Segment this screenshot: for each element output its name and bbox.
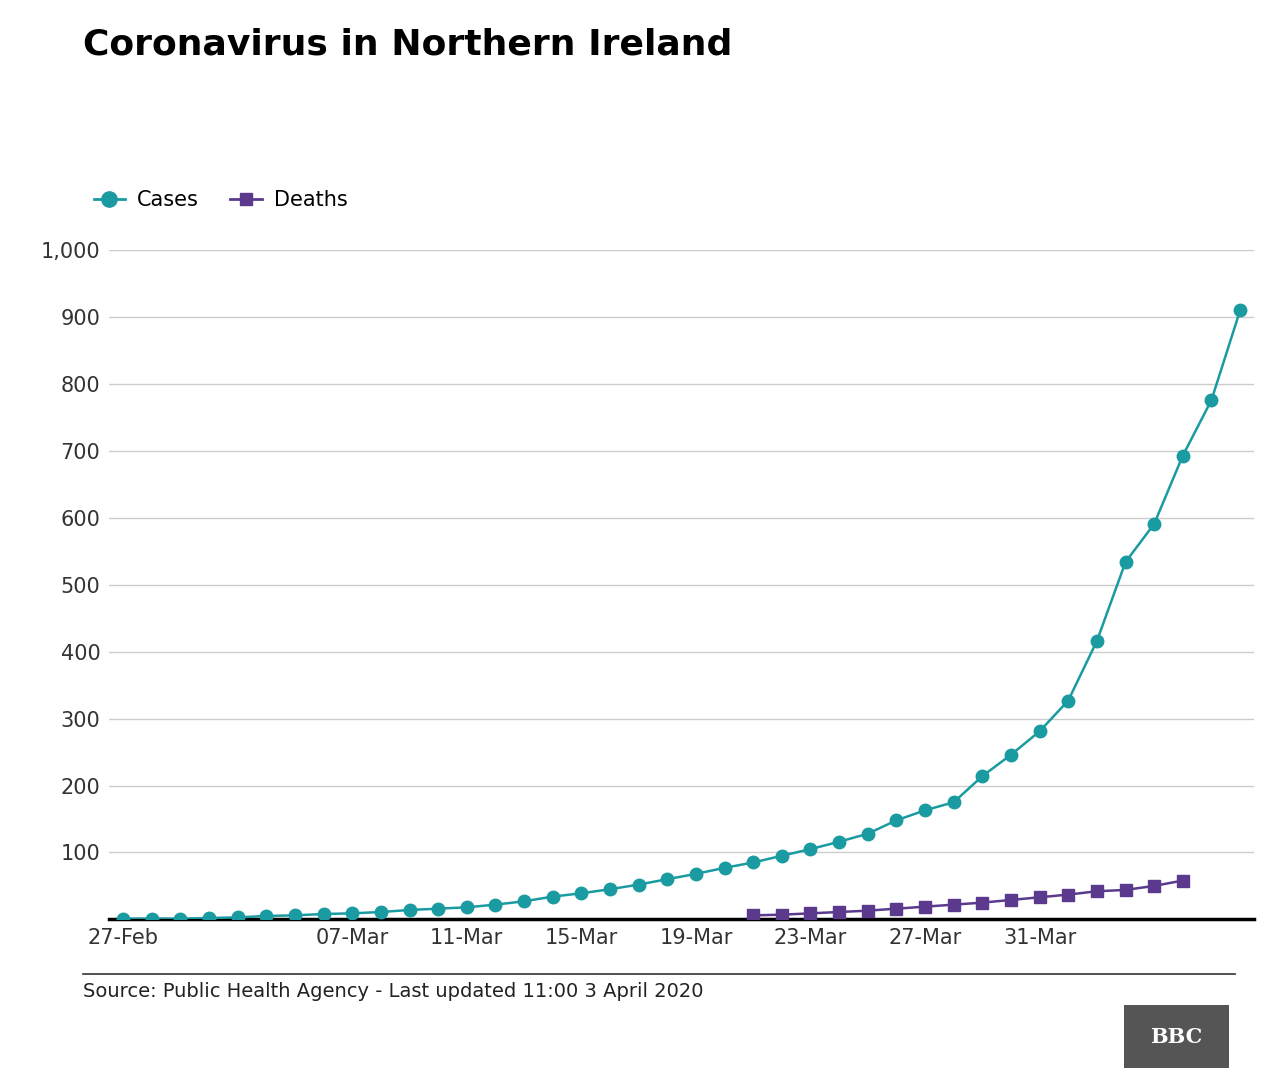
Text: BBC: BBC: [1151, 1027, 1202, 1047]
Text: Coronavirus in Northern Ireland: Coronavirus in Northern Ireland: [83, 27, 732, 61]
Legend: Cases, Deaths: Cases, Deaths: [93, 190, 348, 210]
Text: Source: Public Health Agency - Last updated 11:00 3 April 2020: Source: Public Health Agency - Last upda…: [83, 982, 704, 1001]
